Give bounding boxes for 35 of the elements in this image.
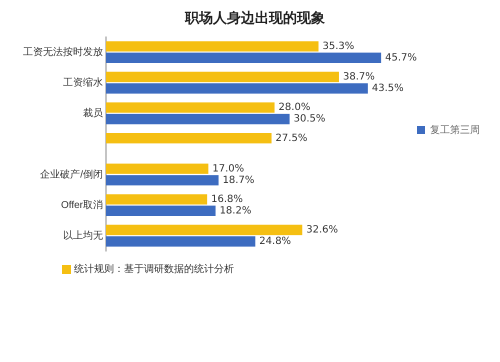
data-label: 43.5% bbox=[372, 83, 404, 94]
bar bbox=[106, 52, 382, 63]
data-label: 18.7% bbox=[222, 174, 254, 186]
y-tick-label: Offer取消 bbox=[60, 198, 103, 211]
bar bbox=[106, 133, 272, 144]
data-label: 38.7% bbox=[342, 72, 375, 83]
legend-label: 复工第三周 bbox=[430, 124, 480, 136]
bar bbox=[106, 83, 368, 94]
data-label: 18.2% bbox=[220, 205, 252, 216]
data-label: 24.8% bbox=[259, 236, 292, 248]
chart-title: 职场人身边出现的现象 bbox=[184, 9, 325, 26]
y-tick-label: 企业破产/倒闭 bbox=[40, 168, 103, 180]
data-label: 45.7% bbox=[385, 52, 417, 64]
bar bbox=[106, 72, 339, 82]
bar bbox=[106, 206, 216, 216]
y-tick-label: 工资无法按时发放 bbox=[23, 46, 103, 58]
bar bbox=[106, 194, 208, 205]
y-tick-label: 工资缩水 bbox=[63, 76, 103, 88]
data-label: 17.0% bbox=[212, 163, 244, 174]
y-tick-label: 以上均无 bbox=[63, 229, 103, 242]
data-label: 30.5% bbox=[294, 114, 326, 125]
bar bbox=[106, 102, 275, 113]
y-tick-label: 裁员 bbox=[83, 107, 103, 120]
bar bbox=[106, 41, 319, 52]
data-label: 16.8% bbox=[211, 194, 243, 205]
bar bbox=[106, 114, 290, 124]
bar bbox=[106, 236, 256, 247]
data-label: 27.5% bbox=[276, 132, 308, 144]
data-label: 32.6% bbox=[306, 224, 338, 236]
text: 统计规则：基于调研数据的统计分析 bbox=[74, 262, 234, 276]
bar bbox=[106, 175, 219, 186]
data-label: 28.0% bbox=[278, 102, 310, 114]
bar bbox=[106, 164, 208, 174]
bar bbox=[106, 224, 302, 236]
data-label: 35.3% bbox=[322, 40, 354, 52]
